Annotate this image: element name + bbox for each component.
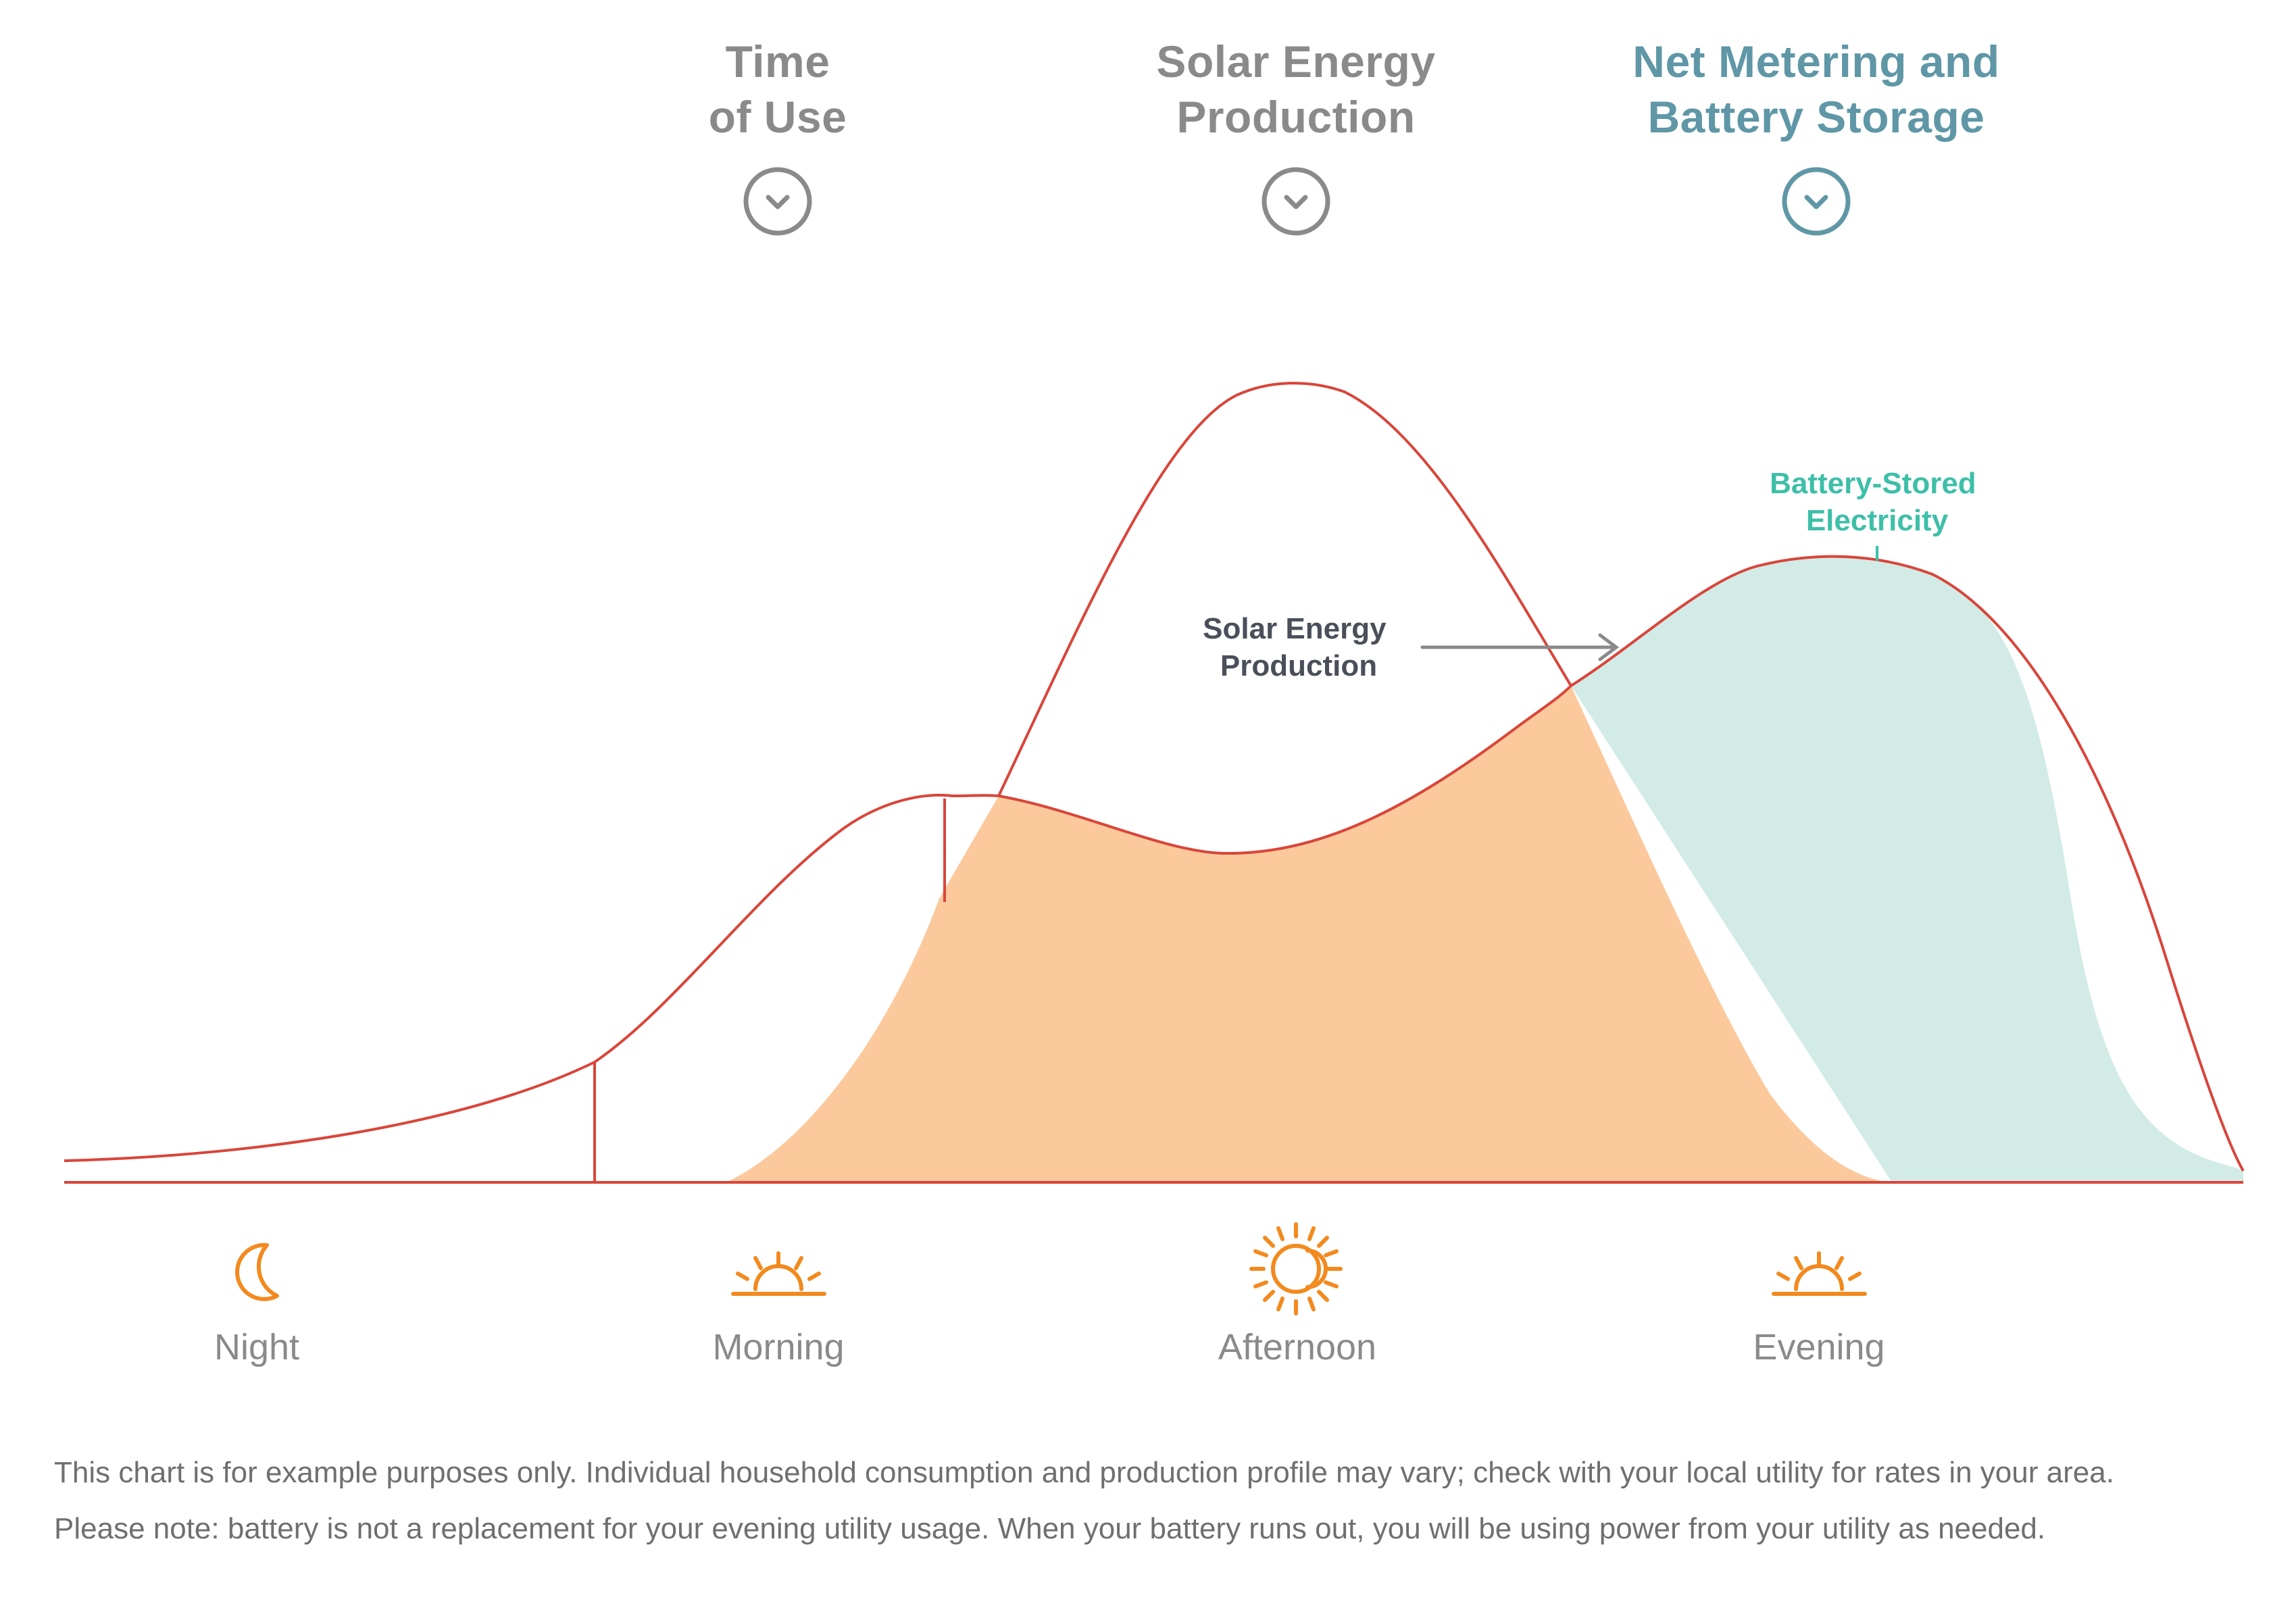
tab-bar: Time of Use Solar Energy Production Net … <box>0 0 2296 284</box>
annotation-line1: Solar Energy <box>1203 612 1387 645</box>
battery-stored-area <box>1571 556 2243 1182</box>
tab-title-line1: Solar Energy <box>1156 36 1436 86</box>
tab-title-line1: Time <box>725 36 830 86</box>
tab-net-metering-battery-storage[interactable]: Net Metering and Battery Storage <box>1600 34 2032 236</box>
sunrise-icon <box>731 1251 826 1296</box>
tab-title-line1: Net Metering and <box>1632 36 2000 86</box>
tab-solar-energy-production[interactable]: Solar Energy Production <box>1080 34 1512 236</box>
moon-icon <box>235 1242 279 1301</box>
sunset-icon <box>1772 1251 1867 1296</box>
solar-production-annotation: Solar Energy Production <box>1203 612 1395 682</box>
battery-stored-annotation: Battery-Stored Electricity <box>1770 467 1985 537</box>
energy-chart: Solar Energy Production Battery-Stored E… <box>64 382 2245 1367</box>
tab-title-line2: Battery Storage <box>1647 92 1985 142</box>
consumption-line <box>64 555 2245 1172</box>
solar-used-area <box>726 686 1892 1182</box>
chevron-down-icon[interactable] <box>1261 166 1331 236</box>
tab-title-line2: Production <box>1176 92 1416 142</box>
footnote-disclaimer: This chart is for example purposes only.… <box>54 1456 2114 1489</box>
annotation-line1: Battery-Stored <box>1770 467 1976 500</box>
annotation-line2: Production <box>1220 649 1377 682</box>
period-label-night: Night <box>214 1327 299 1367</box>
annotation-line2: Electricity <box>1806 504 1949 537</box>
sun-icon <box>1249 1222 1343 1315</box>
tab-title-line2: of Use <box>708 92 847 142</box>
solar-production-line <box>997 382 1572 797</box>
period-label-morning: Morning <box>712 1327 844 1367</box>
tab-time-of-use[interactable]: Time of Use <box>561 34 994 236</box>
period-label-evening: Evening <box>1753 1327 1885 1367</box>
chevron-down-icon[interactable] <box>1781 166 1851 236</box>
period-label-afternoon: Afternoon <box>1218 1327 1376 1367</box>
chevron-down-icon[interactable] <box>743 166 813 236</box>
annotation-arrow <box>1420 633 1620 661</box>
footnote-battery-note: Please note: battery is not a replacemen… <box>54 1512 2046 1545</box>
